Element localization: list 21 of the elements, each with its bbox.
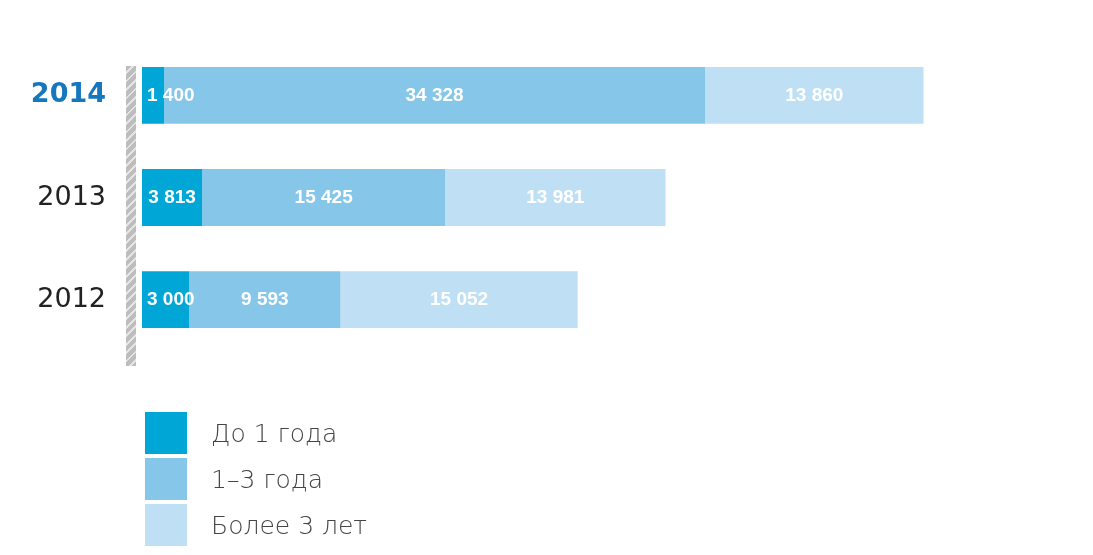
bar xyxy=(142,169,203,226)
data-label: 15 052 xyxy=(430,287,489,309)
data-label: 13 860 xyxy=(785,83,844,105)
data-label: 9 593 xyxy=(241,287,289,309)
bar xyxy=(142,66,165,124)
data-label: 34 328 xyxy=(405,83,464,105)
data-label: 3 000 xyxy=(147,287,195,309)
legend-label: 1–3 года xyxy=(211,464,324,494)
data-label: 13 981 xyxy=(526,185,585,207)
bar xyxy=(202,169,446,226)
bar xyxy=(445,169,666,226)
y-tick-label: 2014 xyxy=(30,77,106,109)
bar xyxy=(340,271,578,329)
data-label: 15 425 xyxy=(294,185,354,207)
bar xyxy=(164,66,706,124)
y-tick-label: 2012 xyxy=(37,281,106,313)
data-label: 3 813 xyxy=(148,185,196,207)
y-tick-label: 2013 xyxy=(37,179,106,211)
legend-label: Более 3 лет xyxy=(211,510,368,540)
bar xyxy=(705,66,924,124)
legend-label: До 1 года xyxy=(211,418,338,448)
